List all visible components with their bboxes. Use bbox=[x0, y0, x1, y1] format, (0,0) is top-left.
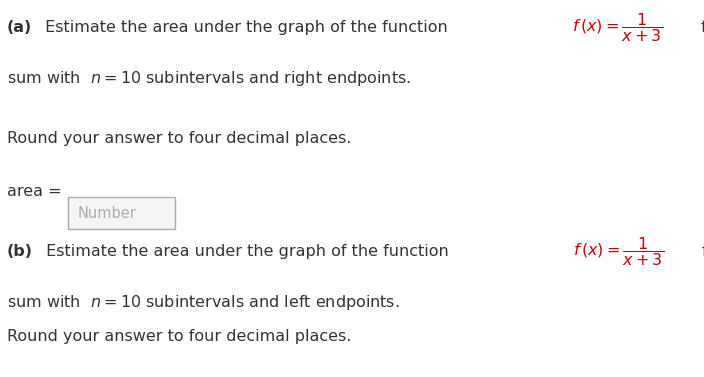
Text: from $x = 0$ to $x = 2$ using a Riemann: from $x = 0$ to $x = 2$ using a Riemann bbox=[691, 242, 704, 261]
Text: (b): (b) bbox=[7, 244, 33, 259]
Text: $f\,(x) = \dfrac{1}{x+3}$: $f\,(x) = \dfrac{1}{x+3}$ bbox=[572, 11, 663, 44]
Text: area =: area = bbox=[7, 184, 67, 199]
Text: (a): (a) bbox=[7, 20, 32, 35]
Text: sum with  $n = 10$ subintervals and left endpoints.: sum with $n = 10$ subintervals and left … bbox=[7, 293, 400, 312]
Text: Round your answer to four decimal places.: Round your answer to four decimal places… bbox=[7, 329, 351, 344]
Text: Number: Number bbox=[77, 205, 137, 221]
Text: Round your answer to four decimal places.: Round your answer to four decimal places… bbox=[7, 131, 351, 146]
FancyBboxPatch shape bbox=[68, 197, 175, 229]
Text: Estimate the area under the graph of the function: Estimate the area under the graph of the… bbox=[39, 20, 453, 35]
Text: from $x = 0$ to $x = 2$ using a Riemann: from $x = 0$ to $x = 2$ using a Riemann bbox=[690, 18, 704, 37]
Text: $f\,(x) = \dfrac{1}{x+3}$: $f\,(x) = \dfrac{1}{x+3}$ bbox=[573, 236, 665, 268]
Text: Estimate the area under the graph of the function: Estimate the area under the graph of the… bbox=[41, 244, 453, 259]
Text: sum with  $n = 10$ subintervals and right endpoints.: sum with $n = 10$ subintervals and right… bbox=[7, 69, 411, 88]
